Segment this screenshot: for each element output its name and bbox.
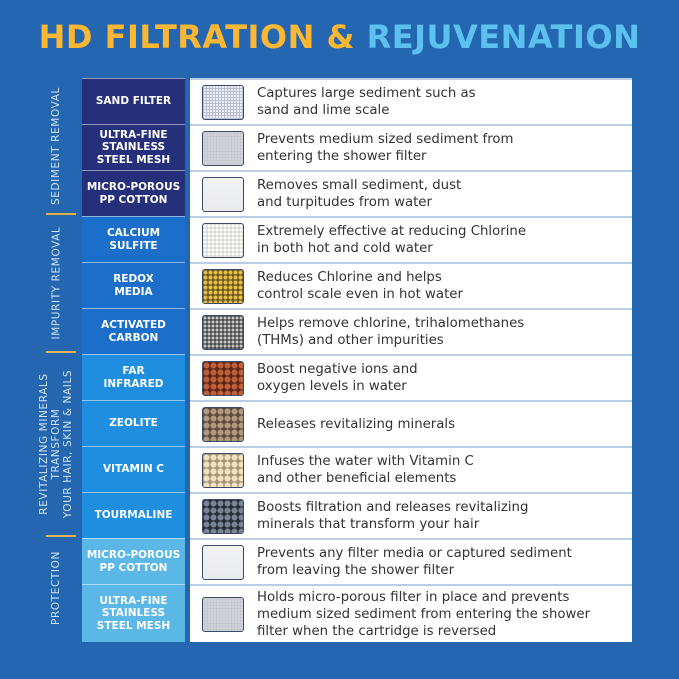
filter-layer-description: Prevents medium sized sediment from ente… [190,124,632,170]
filter-layer-name: REDOX MEDIA [82,262,185,308]
description-text: Removes small sediment, dust and turpitu… [257,178,462,210]
table-row: VITAMIN C Infuses the water with Vitamin… [82,446,632,492]
description-text: Boost negative ions and oxygen levels in… [257,362,418,394]
description-text: Reduces Chlorine and helps control scale… [257,270,463,302]
table-row: MICRO-POROUS PP COTTON Removes small sed… [82,170,632,216]
filter-layer-description: Boost negative ions and oxygen levels in… [190,354,632,400]
filter-layer-name: VITAMIN C [82,446,185,492]
page-title: HD FILTRATION & REJUVENATION [0,18,679,56]
section-divider [46,535,76,537]
filter-layer-description: Boosts filtration and releases revitaliz… [190,492,632,538]
red-beads-texture-icon [202,360,244,396]
title-part-1: HD FILTRATION & [38,18,355,56]
fine-mesh-texture-icon [202,130,244,166]
filter-layer-description: Releases revitalizing minerals [190,400,632,446]
filter-layer-name: FAR INFRARED [82,354,185,400]
cream-beads-texture-icon [202,452,244,488]
filter-layer-name: SAND FILTER [82,78,185,124]
table-row: MICRO-POROUS PP COTTON Prevents any filt… [82,538,632,584]
section-impurity-removal: IMPURITY REMOVAL [50,226,63,340]
filter-layer-name: CALCIUM SULFITE [82,216,185,262]
cotton-texture-icon [202,176,244,212]
filter-layer-name: MICRO-POROUS PP COTTON [82,170,185,216]
filter-layer-description: Infuses the water with Vitamin C and oth… [190,446,632,492]
carbon-granules-texture-icon [202,314,244,350]
table-row: TOURMALINE Boosts filtration and release… [82,492,632,538]
section-divider [46,213,76,215]
filtration-table: SAND FILTER Captures large sediment such… [82,78,632,642]
filter-layer-description: Captures large sediment such as sand and… [190,78,632,124]
filter-layer-description: Helps remove chlorine, trihalomethanes (… [190,308,632,354]
description-text: Helps remove chlorine, trihalomethanes (… [257,316,525,348]
table-row: REDOX MEDIA Reduces Chlorine and helps c… [82,262,632,308]
table-row: CALCIUM SULFITE Extremely effective at r… [82,216,632,262]
fine-mesh-texture-icon [202,596,244,632]
table-row: SAND FILTER Captures large sediment such… [82,78,632,124]
filter-layer-name: ACTIVATED CARBON [82,308,185,354]
gold-granules-texture-icon [202,268,244,304]
description-text: Boosts filtration and releases revitaliz… [257,500,529,532]
section-revitalizing-minerals: REVITALIZING MINERALS TRANSFORM YOUR HAI… [38,369,75,519]
description-text: Extremely effective at reducing Chlorine… [257,224,527,256]
dark-beads-texture-icon [202,498,244,534]
section-divider [46,351,76,353]
description-text: Prevents medium sized sediment from ente… [257,132,514,164]
section-sediment-removal: SEDIMENT REMOVAL [50,87,62,205]
description-text: Holds micro-porous filter in place and p… [257,589,591,639]
title-part-2: REJUVENATION [366,18,641,56]
description-text: Infuses the water with Vitamin C and oth… [257,454,474,486]
grid-mesh-texture-icon [202,84,244,120]
filter-layer-name: TOURMALINE [82,492,185,538]
section-protection: PROTECTION [50,551,62,625]
table-row: ULTRA-FINE STAINLESS STEEL MESH Holds mi… [82,584,632,642]
table-row: ACTIVATED CARBON Helps remove chlorine, … [82,308,632,354]
filter-layer-description: Extremely effective at reducing Chlorine… [190,216,632,262]
filter-layer-description: Holds micro-porous filter in place and p… [190,584,632,642]
description-text: Releases revitalizing minerals [257,416,456,432]
filter-layer-description: Reduces Chlorine and helps control scale… [190,262,632,308]
filter-layer-name: ULTRA-FINE STAINLESS STEEL MESH [82,584,185,642]
cotton-texture-icon [202,544,244,580]
brown-beads-texture-icon [202,406,244,442]
table-row: ULTRA-FINE STAINLESS STEEL MESH Prevents… [82,124,632,170]
table-row: FAR INFRARED Boost negative ions and oxy… [82,354,632,400]
description-text: Prevents any filter media or captured se… [257,546,572,578]
description-text: Captures large sediment such as sand and… [257,86,476,118]
filter-layer-description: Removes small sediment, dust and turpitu… [190,170,632,216]
table-row: ZEOLITE Releases revitalizing minerals [82,400,632,446]
filter-layer-name: ULTRA-FINE STAINLESS STEEL MESH [82,124,185,170]
filter-layer-name: MICRO-POROUS PP COTTON [82,538,185,584]
filter-layer-description: Prevents any filter media or captured se… [190,538,632,584]
white-granules-texture-icon [202,222,244,258]
filter-layer-name: ZEOLITE [82,400,185,446]
